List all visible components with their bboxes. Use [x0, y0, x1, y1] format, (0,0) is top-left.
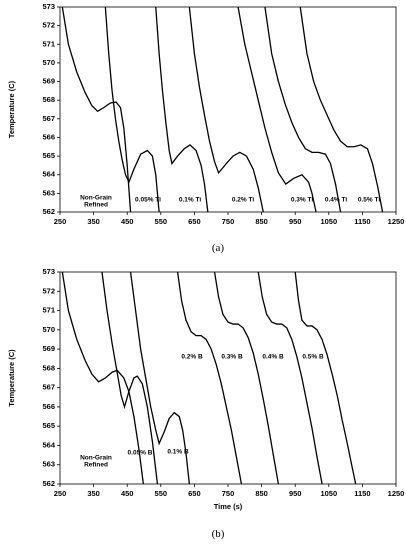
- cooling-curve: [213, 272, 280, 484]
- y-axis-title: Temperature (C): [7, 349, 16, 407]
- y-tick-label: 563: [42, 188, 55, 197]
- y-tick-label: 566: [42, 402, 55, 411]
- cooling-curve: [294, 272, 357, 484]
- caption: (a): [211, 242, 225, 254]
- cooling-curve: [104, 7, 160, 212]
- curve-label: 0.2% Ti: [231, 196, 255, 204]
- x-tick-label: 750: [222, 217, 235, 226]
- y-tick-label: 565: [42, 421, 55, 430]
- x-tick-label: 650: [188, 217, 201, 226]
- cooling-curve: [237, 7, 317, 212]
- plot-frame: [59, 271, 397, 485]
- x-tick-label: 450: [121, 489, 134, 498]
- x-tick-label: 1050: [320, 217, 337, 226]
- curve-label: Non-Grain Refined: [80, 194, 112, 209]
- y-tick-label: 573: [42, 267, 55, 276]
- y-tick-label: 568: [42, 363, 55, 372]
- x-tick-label: 750: [222, 489, 235, 498]
- y-tick-label: 572: [42, 286, 55, 295]
- y-tick-label: 563: [42, 460, 55, 469]
- curve-label: 0.5% Ti: [357, 196, 381, 204]
- x-tick-label: 1250: [388, 217, 405, 226]
- curve-label: 0.4% Ti: [324, 196, 348, 204]
- cooling-curve: [188, 7, 264, 212]
- curve-label: 0.4% B: [262, 353, 284, 361]
- x-tick-label: 1250: [388, 489, 405, 498]
- cooling-curve: [257, 272, 323, 484]
- x-tick-label: 450: [121, 217, 134, 226]
- y-tick-label: 571: [42, 306, 55, 315]
- cooling-curve: [264, 7, 342, 212]
- y-tick-label: 564: [42, 440, 55, 449]
- cooling-curve: [61, 7, 132, 212]
- x-tick-label: 850: [255, 489, 268, 498]
- curve-label: Non-Grain Refined: [80, 454, 112, 469]
- y-tick-label: 572: [42, 21, 55, 30]
- x-axis-title: Time (s): [214, 502, 243, 511]
- y-axis-title: Temperature (C): [7, 80, 16, 138]
- y-tick-label: 573: [42, 2, 55, 11]
- y-tick-label: 569: [42, 77, 55, 86]
- curve-label: 0.1% Ti: [178, 196, 202, 204]
- y-tick-label: 570: [42, 58, 55, 67]
- y-tick-label: 566: [42, 132, 55, 141]
- cooling-curve: [61, 272, 144, 484]
- x-tick-label: 950: [289, 489, 302, 498]
- cooling-curve: [101, 272, 159, 484]
- x-tick-label: 550: [155, 217, 168, 226]
- x-tick-label: 550: [155, 489, 168, 498]
- curve-label: 0.1% B: [167, 448, 189, 456]
- y-tick-label: 565: [42, 151, 55, 160]
- x-tick-label: 1150: [354, 489, 370, 498]
- y-tick-label: 570: [42, 325, 55, 334]
- curve-label: 0.2% B: [181, 353, 203, 361]
- y-tick-label: 564: [42, 170, 55, 179]
- y-tick-label: 567: [42, 114, 55, 123]
- y-tick-label: 562: [42, 207, 55, 216]
- curve-label: 0.5% B: [302, 353, 324, 361]
- caption: (b): [211, 528, 225, 540]
- plot-frame: [59, 6, 397, 213]
- x-tick-label: 350: [87, 217, 100, 226]
- y-tick-label: 569: [42, 344, 55, 353]
- x-tick-label: 250: [54, 217, 67, 226]
- y-tick-label: 562: [42, 479, 55, 488]
- cooling-curve: [176, 272, 243, 484]
- cooling-curve: [299, 7, 384, 212]
- y-tick-label: 568: [42, 95, 55, 104]
- x-tick-label: 250: [54, 489, 67, 498]
- x-tick-label: 350: [87, 489, 100, 498]
- x-tick-label: 950: [289, 217, 302, 226]
- x-tick-label: 1150: [354, 217, 370, 226]
- curve-label: 0.05% B: [127, 449, 153, 457]
- cooling-curve: [155, 7, 209, 212]
- x-tick-label: 650: [188, 489, 201, 498]
- curve-label: 0.3% B: [221, 353, 243, 361]
- curve-label: 0.3% Ti: [290, 196, 314, 204]
- curve-label: 0.05% Ti: [135, 196, 161, 204]
- y-tick-label: 567: [42, 383, 55, 392]
- x-tick-label: 1050: [320, 489, 337, 498]
- y-tick-label: 571: [42, 39, 55, 48]
- cooling-curve: [129, 272, 191, 484]
- x-tick-label: 850: [255, 217, 268, 226]
